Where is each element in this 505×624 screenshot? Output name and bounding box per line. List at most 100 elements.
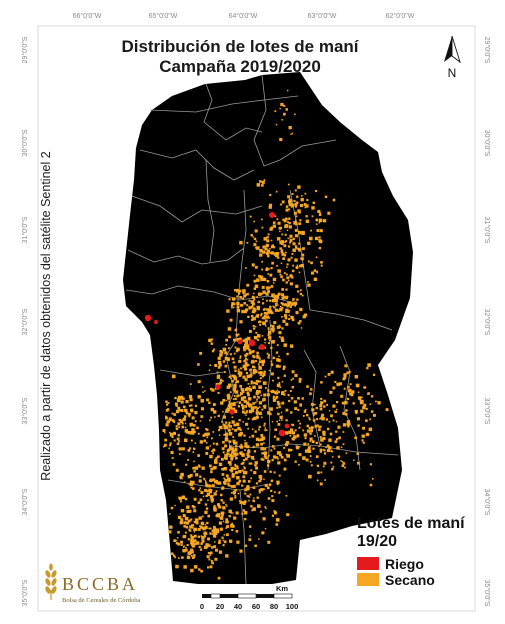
secano-lot-dot (203, 535, 207, 538)
secano-lot-dot (309, 460, 312, 463)
secano-lot-dot (183, 405, 186, 409)
secano-lot-dot (190, 404, 193, 407)
secano-lot-dot (193, 460, 195, 463)
secano-lot-dot (168, 530, 172, 534)
secano-lot-dot (274, 253, 277, 256)
secano-lot-dot (242, 292, 245, 294)
secano-lot-dot (198, 489, 201, 492)
secano-lot-dot (280, 203, 283, 206)
secano-lot-dot (277, 269, 281, 273)
secano-lot-dot (215, 442, 219, 446)
secano-lot-dot (324, 449, 326, 452)
secano-lot-dot (344, 466, 346, 469)
secano-lot-dot (287, 448, 291, 452)
secano-lot-dot (194, 404, 197, 407)
secano-lot-dot (223, 426, 226, 429)
secano-lot-dot (258, 538, 260, 540)
secano-lot-dot (290, 397, 294, 400)
secano-lot-dot (270, 360, 272, 363)
secano-lot-dot (249, 385, 251, 388)
secano-lot-dot (259, 253, 263, 257)
secano-lot-dot (252, 402, 255, 405)
secano-lot-dot (267, 327, 270, 330)
secano-lot-dot (220, 378, 223, 381)
secano-lot-dot (251, 409, 255, 413)
secano-lot-dot (227, 484, 230, 487)
secano-lot-dot (222, 360, 226, 363)
secano-lot-dot (226, 533, 229, 537)
secano-lot-dot (214, 531, 218, 535)
secano-lot-dot (255, 466, 259, 470)
secano-lot-dot (335, 438, 339, 441)
secano-lot-dot (310, 261, 313, 265)
secano-lot-dot (332, 386, 336, 390)
secano-lot-dot (314, 412, 318, 415)
secano-lot-dot (269, 299, 272, 302)
secano-lot-dot (185, 526, 189, 529)
secano-lot-dot (186, 505, 190, 509)
secano-lot-dot (203, 477, 206, 480)
secano-lot-dot (262, 250, 266, 254)
secano-lot-dot (295, 284, 299, 288)
secano-lot-dot (197, 454, 200, 457)
secano-lot-dot (263, 447, 267, 451)
secano-lot-dot (248, 403, 252, 407)
secano-lot-dot (224, 453, 228, 458)
secano-lot-dot (210, 387, 213, 391)
lon-tick: 65°0'0"W (149, 12, 178, 20)
secano-lot-dot (232, 436, 235, 438)
secano-lot-dot (309, 392, 312, 396)
secano-lot-dot (318, 428, 321, 432)
secano-lot-dot (225, 436, 228, 440)
secano-lot-dot (175, 468, 179, 472)
secano-lot-dot (326, 427, 330, 431)
secano-lot-dot (185, 521, 189, 525)
secano-lot-dot (241, 512, 244, 515)
secano-lot-dot (250, 462, 253, 465)
secano-lot-dot (300, 197, 304, 202)
secano-lot-dot (227, 408, 231, 412)
secano-lot-dot (267, 390, 270, 393)
secano-lot-dot (221, 467, 224, 471)
secano-lot-dot (288, 198, 291, 200)
secano-lot-dot (220, 457, 224, 461)
secano-lot-dot (287, 237, 289, 240)
secano-lot-dot (276, 406, 279, 409)
secano-lot-dot (319, 443, 322, 446)
secano-lot-dot (234, 463, 236, 466)
secano-lot-dot (306, 424, 309, 428)
secano-lot-dot (289, 234, 293, 238)
riego-lots (144, 212, 290, 437)
secano-lot-dot (286, 513, 290, 517)
secano-lot-dot (205, 452, 209, 455)
secano-lot-dot (173, 539, 176, 542)
secano-lot-dot (175, 427, 179, 431)
secano-lot-dot (288, 245, 291, 248)
secano-lot-dot (299, 219, 302, 222)
secano-lot-dot (254, 430, 257, 433)
secano-lot-dot (185, 463, 188, 466)
secano-lot-dot (188, 431, 192, 435)
secano-lot-dot (187, 412, 191, 416)
secano-lot-dot (213, 534, 217, 538)
secano-lot-dot (250, 505, 253, 508)
secano-lot-dot (260, 457, 264, 461)
secano-lot-dot (264, 346, 266, 349)
secano-lot-dot (276, 295, 280, 299)
secano-lot-dot (292, 437, 295, 441)
secano-lot-dot (267, 459, 271, 464)
secano-lot-dot (226, 525, 229, 528)
secano-lot-dot (171, 457, 174, 459)
lat-tick-left: 30°0'0"S (21, 129, 29, 156)
secano-lot-dot (369, 463, 372, 466)
north-arrow: N (444, 35, 461, 80)
secano-lot-dot (256, 395, 259, 398)
secano-lot-dot (205, 494, 208, 498)
secano-lot-dot (255, 437, 260, 441)
secano-lot-dot (314, 403, 316, 406)
secano-lot-dot (276, 310, 278, 312)
secano-lot-dot (263, 442, 265, 444)
secano-lot-dot (263, 179, 266, 181)
secano-lot-dot (329, 390, 333, 394)
secano-lot-dot (269, 203, 273, 207)
